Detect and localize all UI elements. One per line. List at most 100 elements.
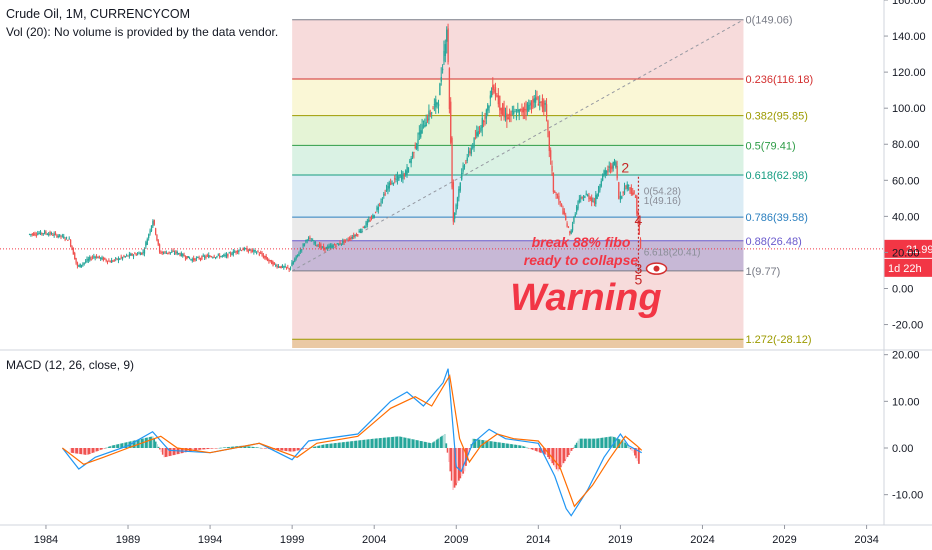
macd-histogram-bar <box>83 448 86 455</box>
chart-title[interactable]: Crude Oil, 1M, CURRENCYCOM <box>6 7 191 21</box>
candle-body <box>515 116 518 118</box>
candle-body <box>443 51 445 62</box>
macd-histogram-bar <box>519 445 522 448</box>
candle-body <box>455 204 457 213</box>
macd-histogram-bar <box>250 446 253 448</box>
candle-body <box>447 28 449 63</box>
macd-title[interactable]: MACD (12, 26, close, 9) <box>6 358 135 372</box>
candle-body <box>257 250 259 253</box>
macd-histogram-bar <box>167 448 170 457</box>
candle-body <box>288 268 290 270</box>
macd-histogram-bar <box>570 448 573 451</box>
macd-histogram-bar <box>135 440 138 448</box>
x-tick-label: 2024 <box>690 534 714 546</box>
macd-histogram-bar <box>373 438 376 448</box>
macd-histogram-bar <box>298 448 300 451</box>
candle-body <box>411 152 414 157</box>
eye-pupil <box>653 265 660 272</box>
macd-histogram-bar <box>205 448 207 450</box>
candle-body <box>102 257 105 261</box>
macd-histogram-bar <box>550 448 552 462</box>
candle-body <box>465 162 467 164</box>
candle-body <box>417 139 419 144</box>
candle-body <box>80 264 83 267</box>
macd-histogram-bar <box>231 446 233 448</box>
price-candles: 21.99 1d 22h <box>0 23 932 277</box>
macd-histogram-bar <box>610 436 612 448</box>
candle-body <box>273 262 276 265</box>
macd-histogram-bar <box>257 447 259 449</box>
candle-body <box>79 263 81 268</box>
candle-body <box>115 258 117 260</box>
macd-histogram-bar <box>369 439 372 448</box>
macd-histogram-bar <box>625 444 628 448</box>
macd-histogram-bar <box>80 448 83 455</box>
candle-body <box>95 255 98 259</box>
macd-histogram-bar <box>109 446 112 448</box>
macd-histogram-bar <box>302 448 305 450</box>
candle-body <box>461 172 463 180</box>
macd-histogram-bar <box>508 443 511 448</box>
x-tick-label: 2014 <box>526 534 550 546</box>
candle-body <box>566 223 568 227</box>
macd-histogram-bar <box>348 441 351 448</box>
macd-histogram-bar <box>314 446 317 448</box>
macd-histogram-bar <box>579 438 582 448</box>
candle-body <box>231 254 233 256</box>
candle-body <box>116 258 118 260</box>
candle-body <box>584 196 586 199</box>
macd-histogram-bar <box>362 439 365 448</box>
candle-body <box>504 115 507 118</box>
candle-body <box>418 132 421 135</box>
macd-histogram-bar <box>356 440 359 448</box>
macd-histogram-bar <box>607 436 610 448</box>
macd-histogram-bar <box>270 448 273 450</box>
macd-histogram-bar <box>202 448 205 450</box>
candle-body <box>485 109 488 119</box>
macd-histogram-bar <box>321 444 324 448</box>
candle-body <box>76 262 79 266</box>
candle-body <box>105 259 107 261</box>
macd-histogram-bar <box>596 438 599 448</box>
macd-histogram-bar <box>415 440 418 448</box>
candle-body <box>57 235 59 237</box>
macd-histogram-bar <box>265 448 268 449</box>
candle-body <box>141 252 143 255</box>
candle-body <box>552 172 555 192</box>
macd-histogram-bar <box>329 443 332 448</box>
candle-body <box>577 201 579 209</box>
y-tick-label: 160.00 <box>892 0 926 7</box>
macd-histogram-bar <box>382 437 385 448</box>
candle-body <box>183 254 185 257</box>
candle-body <box>178 253 180 255</box>
macd-histogram-bar <box>331 443 333 448</box>
candle-body <box>573 216 575 223</box>
candle-body <box>87 258 90 261</box>
macd-histogram-bar <box>216 448 218 449</box>
candle-body <box>556 197 559 199</box>
macd-histogram-bar <box>436 439 438 448</box>
macd-histogram-bar <box>510 444 512 448</box>
candle-body <box>254 250 256 252</box>
macd-histogram-bar <box>134 440 136 448</box>
macd-histogram-bar <box>424 441 426 448</box>
wave-label: 2 <box>621 160 629 176</box>
macd-histogram-bar <box>332 443 335 448</box>
x-tick-label: 2034 <box>854 534 878 546</box>
macd-histogram-bar <box>517 445 519 448</box>
candle-body <box>328 245 330 249</box>
level-label: 1(49.16) <box>644 196 681 207</box>
macd-histogram-bar <box>558 448 561 470</box>
macd-histogram-bar <box>116 444 119 448</box>
macd-histogram-bar <box>370 438 373 448</box>
macd-histogram-bar <box>206 448 209 450</box>
macd-histogram-bar <box>594 438 597 448</box>
fibonacci-retracement[interactable]: 0(149.06) 0.236(116.18) 0.382(95.85) 0.5(79… <box>291 15 813 348</box>
macd-histogram-bar <box>124 442 127 448</box>
fib-zone <box>292 145 744 175</box>
macd-histogram-bar <box>485 440 488 448</box>
candle-body <box>517 109 519 112</box>
macd-histogram-bar <box>328 443 331 448</box>
